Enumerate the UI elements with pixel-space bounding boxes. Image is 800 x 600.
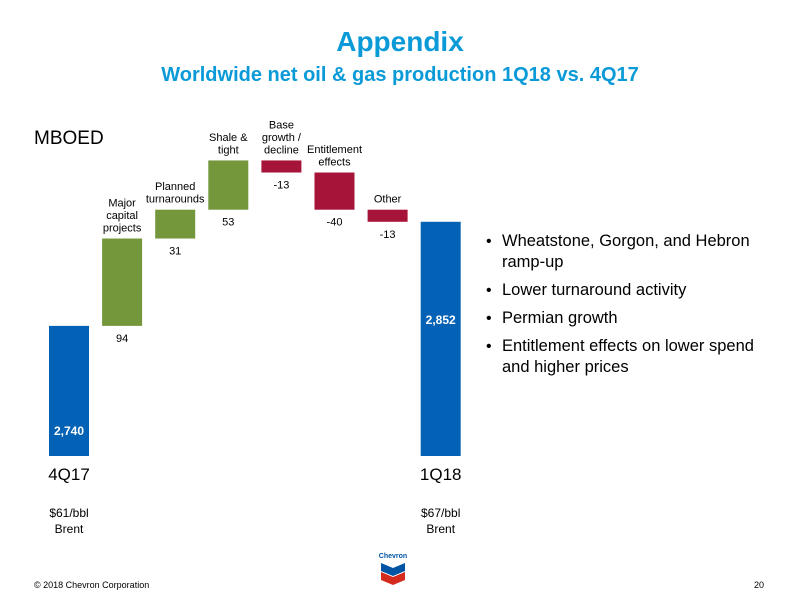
bar-delta — [314, 172, 355, 210]
bar-value-label-line: -13 — [273, 180, 289, 192]
bar-delta — [261, 160, 302, 173]
bullet-item: Permian growth — [484, 308, 784, 329]
category-label-line: 1Q18 — [420, 465, 462, 484]
category-label: 4Q17 — [48, 465, 90, 484]
bar-value-label-line: 31 — [169, 246, 181, 258]
category-label: Entitlement effects — [307, 144, 362, 169]
slide-subtitle: Worldwide net oil & gas production 1Q18 … — [161, 64, 639, 86]
slide-title: Appendix — [336, 26, 464, 57]
price-label-line: Brent — [426, 522, 455, 536]
bar-delta — [155, 209, 196, 239]
category-label-line: 4Q17 — [48, 465, 90, 484]
category-label-line: decline — [264, 144, 299, 156]
bar-value-label-line: 53 — [222, 217, 234, 229]
category-label: Shale & tight — [209, 132, 248, 157]
category-label-line: Entitlement — [307, 144, 362, 156]
price-label-line: $61/bbl — [49, 506, 88, 520]
bar-value-label-line: 2,740 — [54, 424, 84, 438]
bar-value-label: 53 — [222, 217, 234, 229]
category-label: Other — [374, 194, 402, 206]
page-number: 20 — [753, 580, 764, 590]
bar-value-label-line: -13 — [380, 229, 396, 241]
category-label: Base growth / decline — [262, 119, 302, 156]
bar-delta — [208, 160, 249, 210]
category-label-line: Other — [374, 194, 402, 206]
category-label-line: Shale & — [209, 132, 248, 144]
category-label-line: tight — [218, 144, 239, 156]
bar-value-label-line: 94 — [116, 333, 128, 345]
bar-value-label-line: 2,852 — [426, 313, 456, 327]
bar-value-label: 2,740 — [54, 424, 84, 438]
category-label-line: growth / — [262, 132, 302, 144]
bar-total — [420, 221, 461, 456]
category-label-line: Planned — [155, 181, 195, 193]
category-label-line: turnarounds — [146, 194, 205, 206]
price-label: $67/bbl Brent — [421, 506, 460, 536]
price-label: $61/bbl Brent — [49, 506, 88, 536]
category-label: Major capital projects — [103, 198, 142, 235]
category-label: Planned turnarounds — [146, 181, 205, 206]
category-label-line: Base — [269, 119, 294, 131]
category-label-line: capital — [106, 210, 138, 222]
bar-value-label: 31 — [169, 246, 181, 258]
bullet-item: Wheatstone, Gorgon, and Hebron ramp-up — [484, 231, 784, 273]
bar-value-label: -13 — [273, 180, 289, 192]
bullet-item: Lower turnaround activity — [484, 280, 784, 301]
bar-value-label-line: -40 — [327, 217, 343, 229]
price-label-line: Brent — [55, 522, 84, 536]
category-label-line: Major — [108, 198, 136, 210]
bar-delta — [102, 238, 143, 326]
copyright-text: © 2018 Chevron Corporation — [34, 580, 150, 590]
bar-value-label: -13 — [380, 229, 396, 241]
category-label-line: effects — [318, 157, 351, 169]
bar-delta — [367, 209, 408, 222]
bar-value-label: 94 — [116, 333, 128, 345]
logo-text: Chevron — [378, 553, 408, 560]
bar-value-label: -40 — [327, 217, 343, 229]
bullet-list: Wheatstone, Gorgon, and Hebron ramp-up L… — [484, 231, 784, 385]
price-label-line: $67/bbl — [421, 506, 460, 520]
bar-value-label: 2,852 — [426, 313, 456, 327]
category-label-line: projects — [103, 223, 142, 235]
chevron-logo: Chevron — [373, 553, 413, 587]
chevron-logo-icon — [381, 563, 405, 585]
bar-total — [49, 325, 89, 456]
bullet-item: Entitlement effects on lower spend and h… — [484, 336, 784, 378]
unit-label: MBOED — [34, 128, 104, 149]
category-label: 1Q18 — [420, 465, 462, 484]
